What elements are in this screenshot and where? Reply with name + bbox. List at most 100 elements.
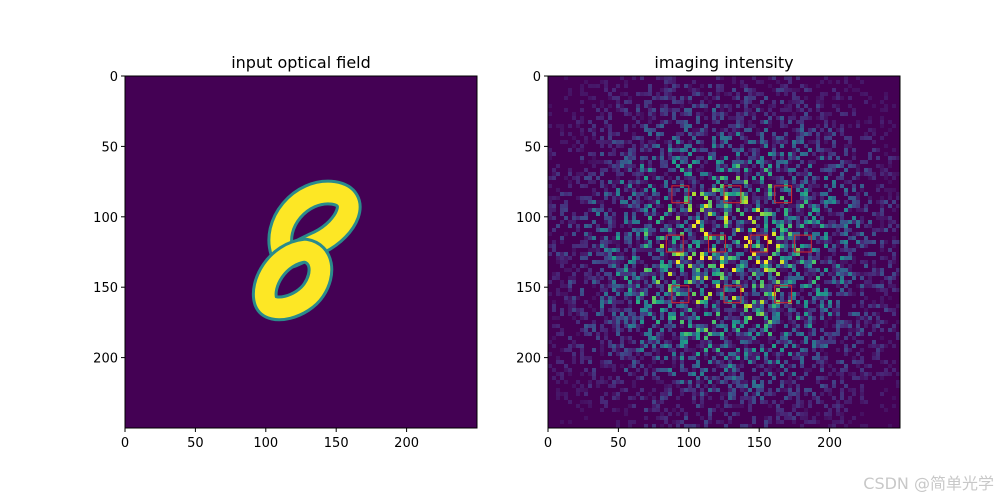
- speckle-cell: [836, 128, 840, 132]
- speckle-cell: [800, 256, 804, 260]
- speckle-cell: [784, 360, 788, 364]
- speckle-cell: [696, 120, 700, 124]
- speckle-cell: [568, 280, 572, 284]
- speckle-cell: [660, 360, 664, 364]
- speckle-cell: [632, 152, 636, 156]
- speckle-cell: [744, 208, 748, 212]
- speckle-cell: [676, 356, 680, 360]
- speckle-cell: [880, 372, 884, 376]
- speckle-cell: [604, 80, 608, 84]
- speckle-cell: [608, 192, 612, 196]
- speckle-cell: [732, 296, 736, 300]
- speckle-cell: [672, 220, 676, 224]
- speckle-cell: [760, 248, 764, 252]
- speckle-cell: [676, 420, 680, 424]
- speckle-cell: [692, 148, 696, 152]
- speckle-cell: [832, 384, 836, 388]
- speckle-cell: [872, 284, 876, 288]
- speckle-cell: [600, 408, 604, 412]
- speckle-cell: [716, 180, 720, 184]
- speckle-cell: [628, 340, 632, 344]
- speckle-cell: [688, 264, 692, 268]
- speckle-cell: [656, 272, 660, 276]
- speckle-cell: [616, 300, 620, 304]
- speckle-cell: [740, 384, 744, 388]
- speckle-cell: [820, 192, 824, 196]
- speckle-cell: [576, 308, 580, 312]
- speckle-cell: [768, 272, 772, 276]
- speckle-cell: [788, 388, 792, 392]
- speckle-cell: [684, 288, 688, 292]
- speckle-cell: [752, 176, 756, 180]
- speckle-cell: [844, 220, 848, 224]
- speckle-cell: [648, 108, 652, 112]
- speckle-cell: [652, 312, 656, 316]
- speckle-cell: [840, 392, 844, 396]
- speckle-cell: [712, 128, 716, 132]
- speckle-cell: [560, 240, 564, 244]
- speckle-cell: [780, 108, 784, 112]
- speckle-cell: [716, 324, 720, 328]
- speckle-cell: [676, 252, 680, 256]
- speckle-cell: [788, 264, 792, 268]
- speckle-cell: [880, 248, 884, 252]
- speckle-cell: [844, 148, 848, 152]
- speckle-cell: [872, 148, 876, 152]
- speckle-cell: [696, 300, 700, 304]
- speckle-cell: [884, 288, 888, 292]
- speckle-cell: [812, 224, 816, 228]
- speckle-cell: [812, 328, 816, 332]
- speckle-cell: [624, 356, 628, 360]
- speckle-cell: [712, 264, 716, 268]
- speckle-cell: [680, 96, 684, 100]
- speckle-cell: [600, 312, 604, 316]
- speckle-cell: [728, 332, 732, 336]
- speckle-cell: [748, 236, 752, 240]
- speckle-cell: [624, 292, 628, 296]
- speckle-cell: [624, 212, 628, 216]
- speckle-cell: [832, 420, 836, 424]
- speckle-cell: [656, 264, 660, 268]
- speckle-cell: [880, 320, 884, 324]
- speckle-cell: [868, 332, 872, 336]
- speckle-cell: [852, 304, 856, 308]
- speckle-cell: [648, 248, 652, 252]
- speckle-cell: [672, 252, 676, 256]
- speckle-cell: [832, 308, 836, 312]
- speckle-cell: [640, 76, 644, 80]
- speckle-cell: [684, 120, 688, 124]
- speckle-cell: [796, 220, 800, 224]
- speckle-cell: [620, 144, 624, 148]
- speckle-cell: [776, 356, 780, 360]
- speckle-cell: [844, 152, 848, 156]
- speckle-cell: [604, 380, 608, 384]
- speckle-cell: [632, 164, 636, 168]
- speckle-cell: [756, 232, 760, 236]
- speckle-cell: [688, 348, 692, 352]
- speckle-cell: [660, 308, 664, 312]
- speckle-cell: [628, 404, 632, 408]
- speckle-cell: [608, 216, 612, 220]
- speckle-cell: [644, 128, 648, 132]
- speckle-cell: [752, 244, 756, 248]
- speckle-cell: [804, 220, 808, 224]
- speckle-cell: [724, 340, 728, 344]
- speckle-cell: [556, 396, 560, 400]
- speckle-cell: [608, 140, 612, 144]
- speckle-cell: [660, 112, 664, 116]
- speckle-cell: [696, 268, 700, 272]
- speckle-cell: [712, 284, 716, 288]
- speckle-cell: [816, 256, 820, 260]
- speckle-cell: [780, 264, 784, 268]
- speckle-cell: [728, 272, 732, 276]
- speckle-cell: [560, 256, 564, 260]
- speckle-cell: [596, 224, 600, 228]
- speckle-cell: [696, 328, 700, 332]
- speckle-cell: [776, 308, 780, 312]
- speckle-cell: [676, 236, 680, 240]
- speckle-cell: [736, 356, 740, 360]
- speckle-cell: [744, 344, 748, 348]
- speckle-cell: [696, 180, 700, 184]
- speckle-cell: [776, 352, 780, 356]
- speckle-cell: [692, 356, 696, 360]
